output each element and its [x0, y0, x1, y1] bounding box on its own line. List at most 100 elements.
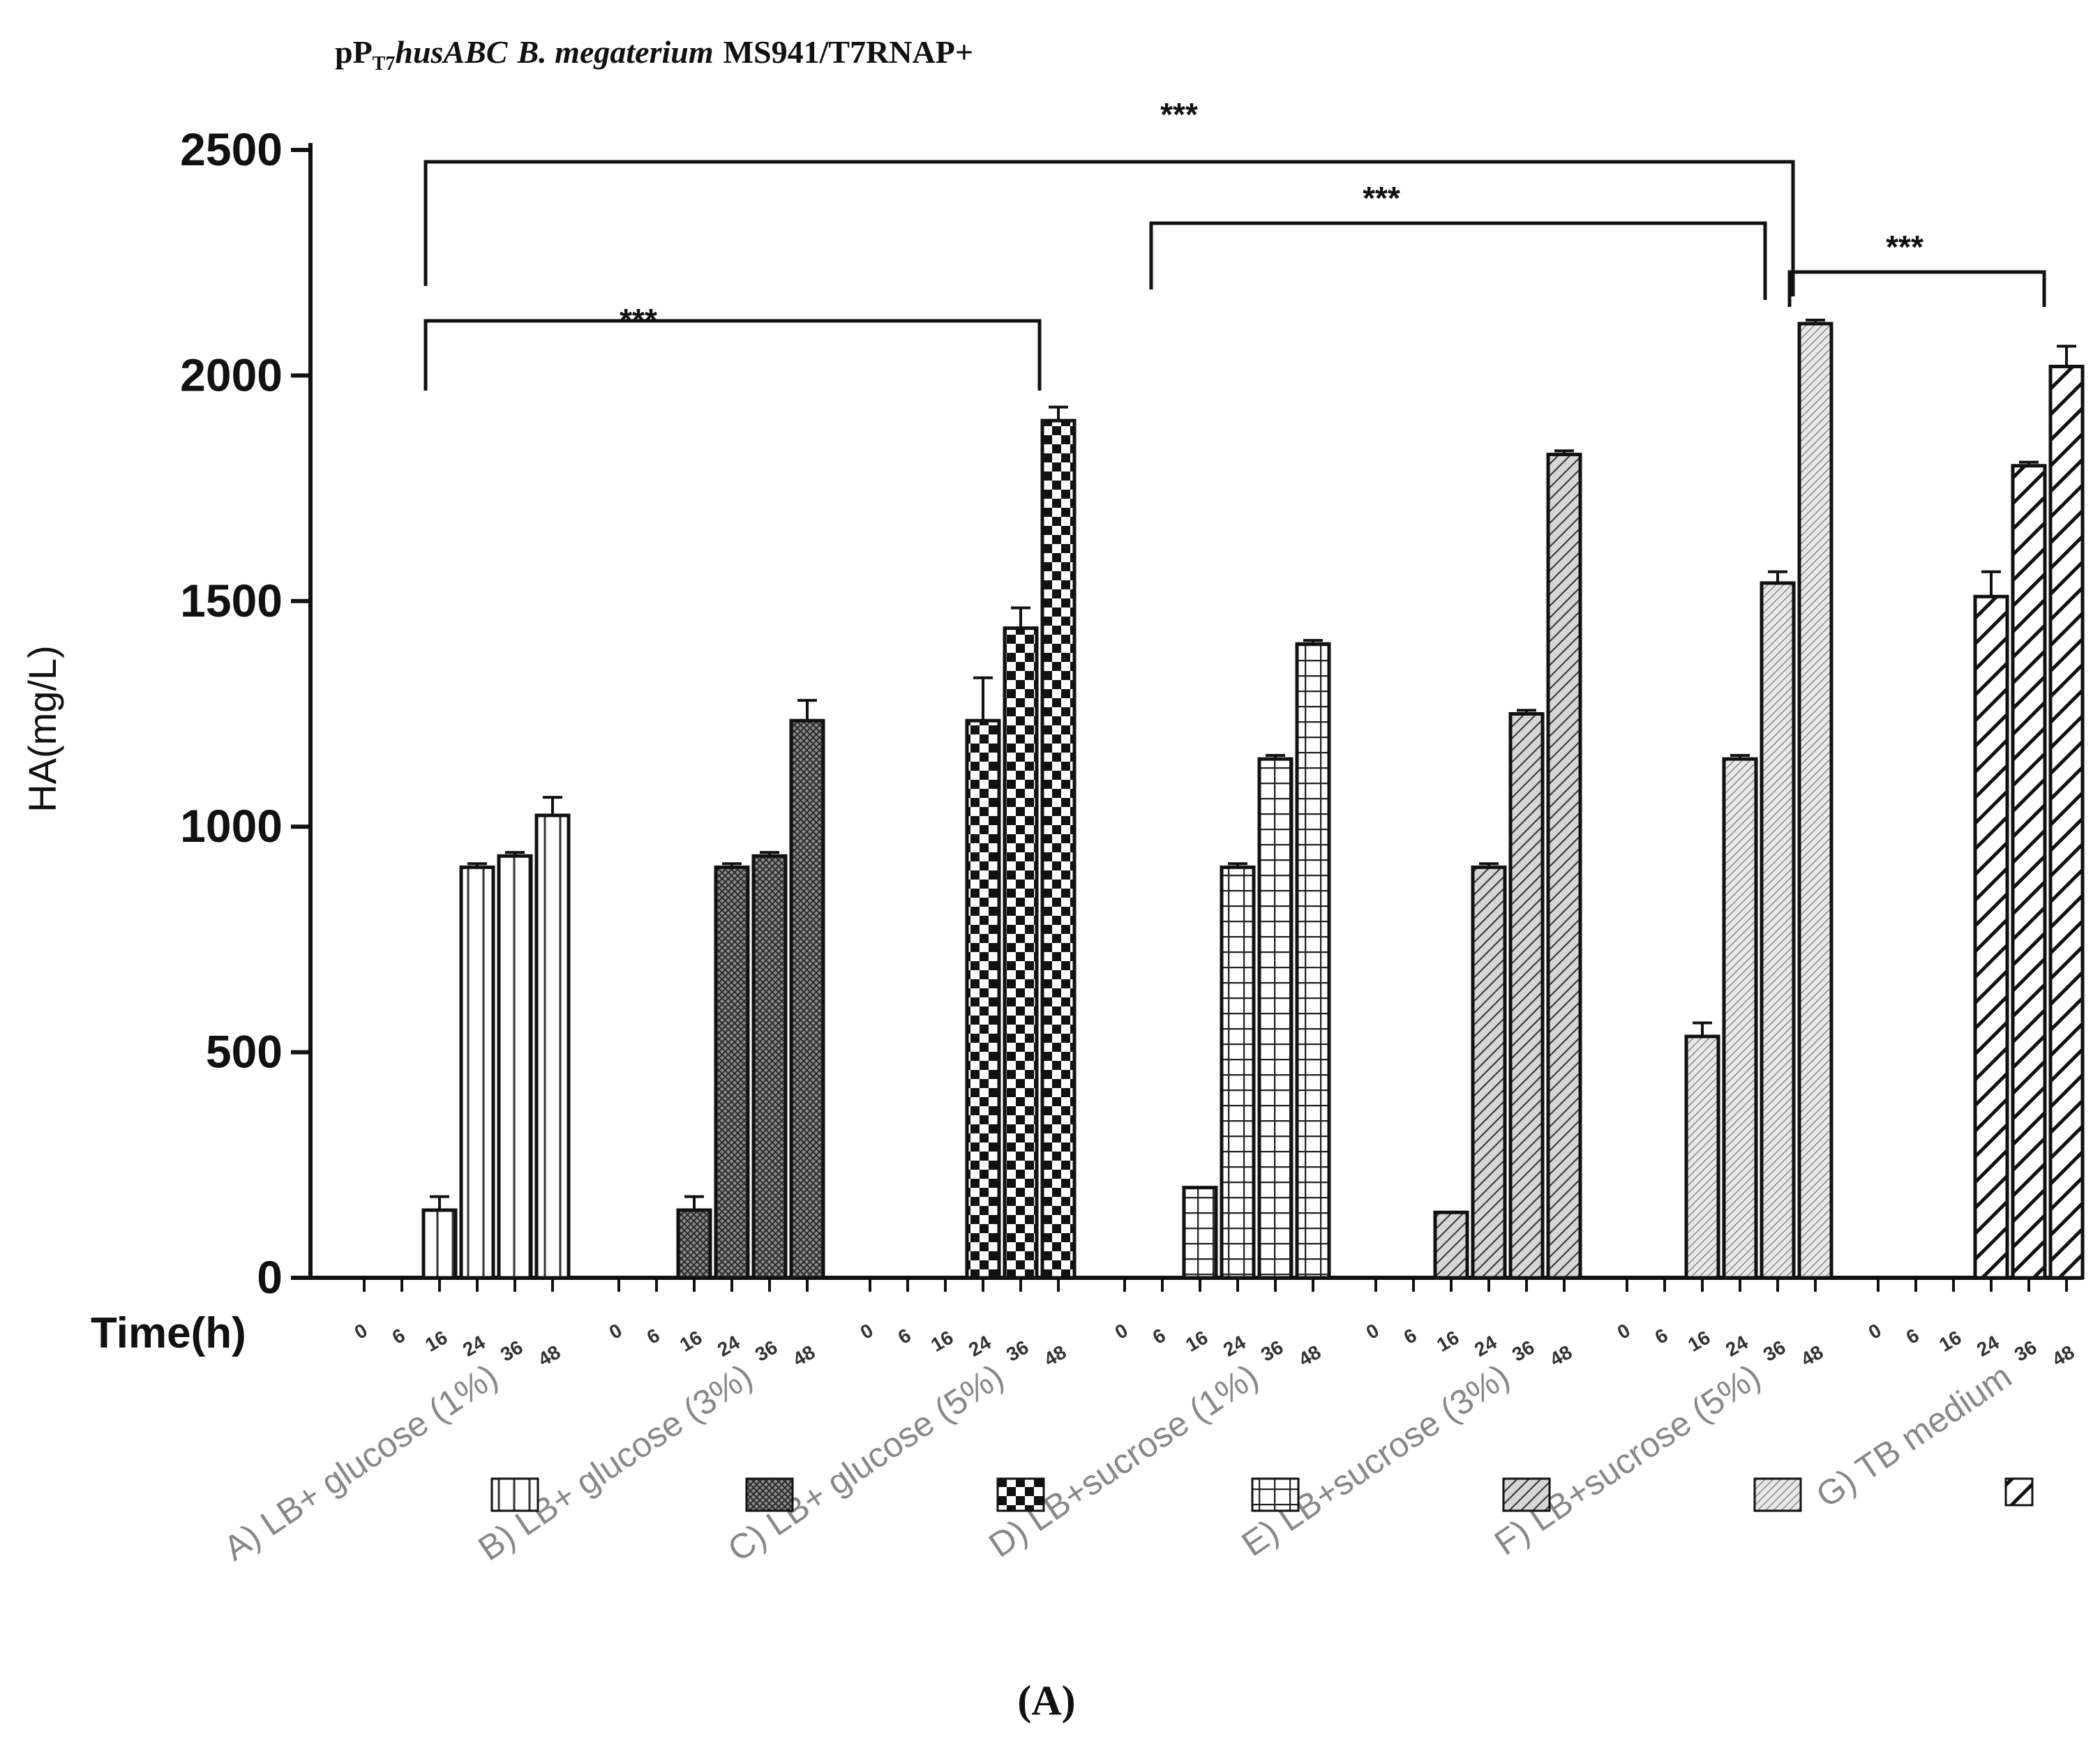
title-species: B. megaterium: [517, 34, 714, 70]
legend-swatch: [996, 1477, 1045, 1512]
x-tick-label: 0: [1614, 1319, 1634, 1343]
x-tick-label: 36: [497, 1336, 526, 1366]
y-tick-label: 500: [206, 1026, 283, 1078]
bar: [1546, 453, 1582, 1280]
x-tick-label: 48: [1546, 1341, 1575, 1371]
bar: [789, 718, 825, 1280]
bar: [1760, 581, 1796, 1280]
legend-swatch: [745, 1477, 794, 1512]
bar: [459, 865, 495, 1280]
x-tick-label: 48: [534, 1341, 564, 1371]
axes: 0 500 1000 1500 2000 2500: [180, 123, 2083, 1303]
bar: [1684, 1034, 1720, 1280]
y-tick-label: 0: [257, 1251, 283, 1303]
x-tick-labels: 0 6 16 24 36 48A) LB+ glucose (1%)0 6 16 24 36 48B…: [217, 1319, 2078, 1569]
x-tick-label: 36: [2011, 1336, 2040, 1366]
bar: [1182, 1186, 1218, 1280]
y-tick-label: 1500: [180, 575, 283, 626]
x-tick-label: 16: [1684, 1327, 1713, 1356]
bar: [714, 865, 750, 1280]
group-label: G) TB medium: [1809, 1357, 2018, 1516]
significance-label: ***: [620, 302, 657, 338]
bar: [497, 854, 533, 1280]
legend-swatch: [1753, 1477, 1802, 1512]
x-tick-label: 0: [1865, 1319, 1885, 1343]
title-prefix: pP: [335, 34, 373, 70]
bar: [421, 1208, 458, 1280]
bar-group: [421, 796, 571, 1280]
x-tick-label: 24: [1722, 1331, 1752, 1361]
legend-swatch: [1502, 1477, 1551, 1512]
x-tick-label: 48: [1040, 1341, 1070, 1371]
title-strain: MS941/T7RNAP+: [723, 34, 973, 70]
x-tick-label: 16: [1433, 1327, 1462, 1356]
bar-group: [1684, 318, 1833, 1280]
legend-swatch: [2004, 1477, 2034, 1507]
x-tick-label: 36: [751, 1336, 781, 1366]
group-label: A) LB+ glucose (1%): [217, 1357, 505, 1569]
bar: [1433, 1210, 1469, 1280]
bar: [534, 813, 571, 1280]
x-tick-label: 24: [714, 1331, 744, 1361]
group-label: F) LB+sucrose (5%): [1487, 1357, 1767, 1563]
x-tick-label: 6: [1903, 1324, 1923, 1348]
significance-bracket: [1149, 221, 1767, 300]
significance-bracket: [423, 160, 1795, 296]
bar-group: [1182, 639, 1331, 1280]
legend-swatch: [490, 1477, 539, 1512]
x-tick-label: 0: [857, 1319, 877, 1343]
significance-bracket: [1787, 270, 2046, 307]
x-tick-label: 36: [1257, 1336, 1287, 1366]
bar: [1973, 594, 2009, 1280]
significance-label: ***: [1160, 96, 1198, 133]
bar-group: [676, 699, 825, 1280]
bar: [1295, 642, 1331, 1280]
title-gene: husABC: [395, 34, 508, 70]
x-tick-label: 0: [1111, 1319, 1132, 1343]
significance-bracket: [423, 319, 1042, 391]
bar: [1722, 757, 1758, 1280]
bar: [2048, 364, 2085, 1280]
x-tick-label: 0: [1363, 1319, 1383, 1343]
bar: [1040, 418, 1077, 1280]
bar: [1508, 712, 1545, 1280]
y-axis-label: HA(mg/L): [20, 645, 64, 813]
y-tick-label: 2500: [180, 123, 283, 175]
bar-group: [1433, 449, 1582, 1280]
x-tick-label: 48: [1797, 1341, 1827, 1371]
chart-title: pPT7husABC B. megaterium MS941/T7RNAP+: [335, 34, 973, 75]
x-tick-label: 48: [2048, 1341, 2078, 1371]
group-legend: [490, 1477, 2034, 1512]
group-label: D) LB+sucrose (1%): [982, 1357, 1265, 1565]
x-tick-label: 24: [1471, 1331, 1501, 1361]
x-tick-label: 16: [927, 1327, 957, 1356]
title-subscript: T7: [373, 53, 396, 75]
significance-annotations: *** *** *** ***: [423, 96, 2046, 391]
x-tick-label: 36: [1760, 1336, 1789, 1366]
x-tick-label: 6: [894, 1324, 915, 1348]
bar: [676, 1208, 712, 1280]
x-tick-label: 6: [1400, 1324, 1420, 1348]
bar: [1797, 322, 1833, 1280]
x-tick-label: 36: [1508, 1336, 1538, 1366]
x-tick-label: 16: [1935, 1327, 1965, 1356]
x-tick-label: 0: [351, 1319, 371, 1343]
x-axis-label: Time(h): [91, 1309, 246, 1357]
bar: [1220, 865, 1256, 1280]
x-tick-label: 16: [1182, 1327, 1211, 1356]
x-tick-label: 16: [421, 1327, 451, 1356]
group-label: C) LB+ glucose (5%): [721, 1357, 1010, 1569]
bars: [421, 318, 2085, 1280]
x-tick-label: 6: [643, 1324, 663, 1348]
x-tick-label: 48: [789, 1341, 818, 1371]
y-tick-label: 2000: [180, 349, 283, 400]
x-tick-label: 16: [676, 1327, 705, 1356]
panel-label: (A): [1017, 1677, 1075, 1723]
bar: [1471, 865, 1507, 1280]
bar-group: [1973, 345, 2085, 1280]
bar: [751, 854, 788, 1280]
x-tick-label: 48: [1295, 1341, 1324, 1371]
bar: [1257, 757, 1293, 1280]
bar: [965, 718, 1001, 1280]
